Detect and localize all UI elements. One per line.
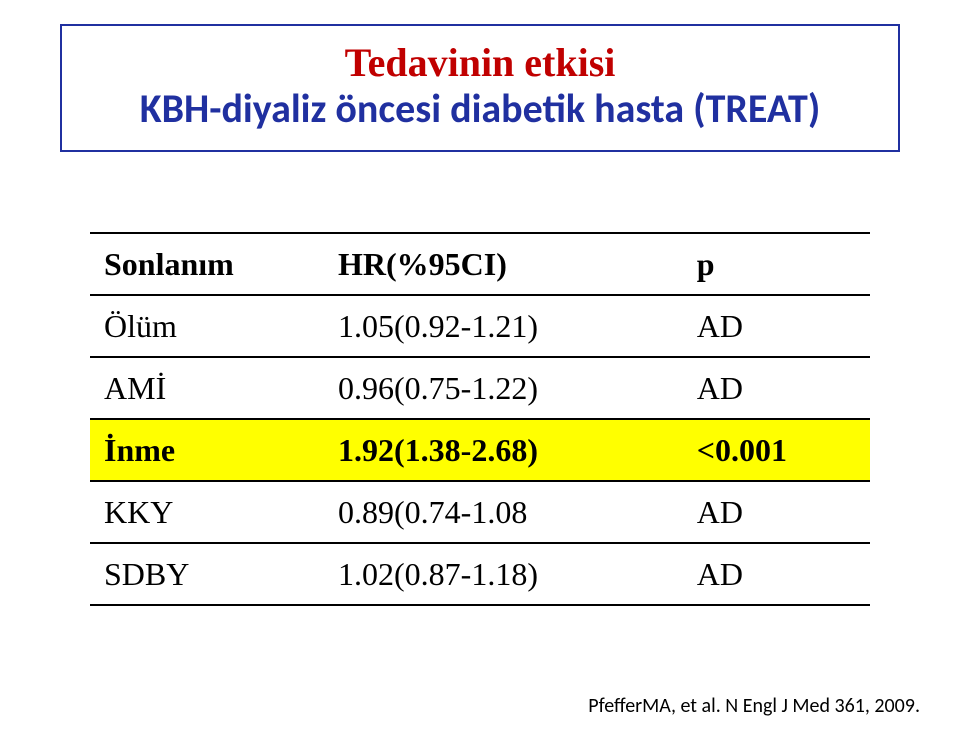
- cell-p: AD: [683, 295, 870, 357]
- table-row-highlight: İnme 1.92(1.38-2.68) <0.001: [90, 419, 870, 481]
- header-p: p: [683, 233, 870, 295]
- header-hr95ci: HR(%95CI): [324, 233, 683, 295]
- title-line1: Tedavinin etkisi: [82, 40, 878, 86]
- cell-endpoint: Ölüm: [90, 295, 324, 357]
- table-row: AMİ 0.96(0.75-1.22) AD: [90, 357, 870, 419]
- cell-p: AD: [683, 357, 870, 419]
- cell-p: AD: [683, 481, 870, 543]
- cell-endpoint: SDBY: [90, 543, 324, 605]
- table-row: SDBY 1.02(0.87-1.18) AD: [90, 543, 870, 605]
- title-box: Tedavinin etkisi KBH-diyaliz öncesi diab…: [60, 24, 900, 152]
- cell-endpoint: AMİ: [90, 357, 324, 419]
- header-sonlanim: Sonlanım: [90, 233, 324, 295]
- cell-endpoint: İnme: [90, 419, 324, 481]
- table-header-row: Sonlanım HR(%95CI) p: [90, 233, 870, 295]
- cell-hr: 1.92(1.38-2.68): [324, 419, 683, 481]
- citation: PfefferMA, et al. N Engl J Med 361, 2009…: [588, 694, 920, 718]
- title-line2: KBH-diyaliz öncesi diabetik hasta (TREAT…: [82, 86, 878, 132]
- cell-hr: 0.96(0.75-1.22): [324, 357, 683, 419]
- table-row: Ölüm 1.05(0.92-1.21) AD: [90, 295, 870, 357]
- results-table: Sonlanım HR(%95CI) p Ölüm 1.05(0.92-1.21…: [90, 232, 870, 606]
- cell-endpoint: KKY: [90, 481, 324, 543]
- slide: Tedavinin etkisi KBH-diyaliz öncesi diab…: [0, 0, 960, 742]
- cell-hr: 1.05(0.92-1.21): [324, 295, 683, 357]
- cell-hr: 0.89(0.74-1.08: [324, 481, 683, 543]
- cell-p: <0.001: [683, 419, 870, 481]
- table-row: KKY 0.89(0.74-1.08 AD: [90, 481, 870, 543]
- cell-hr: 1.02(0.87-1.18): [324, 543, 683, 605]
- cell-p: AD: [683, 543, 870, 605]
